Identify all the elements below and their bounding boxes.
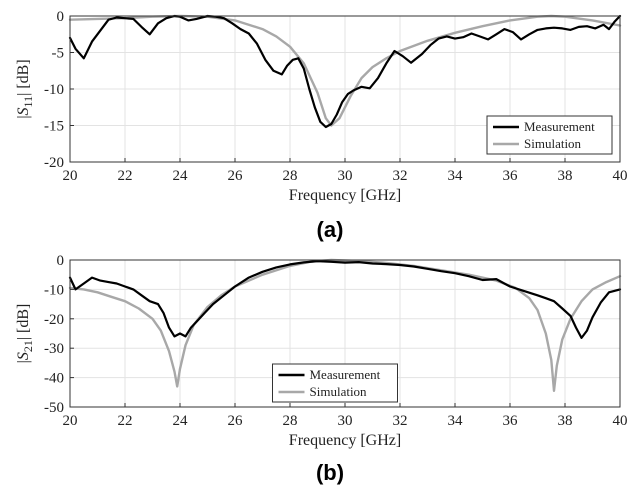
panel-a-x-tick-label: 30 [338,168,353,184]
panel-a-x-tick-label: 36 [503,168,519,184]
panel-b-legend-label-simulation: Simulation [310,384,368,399]
panel-a-x-tick-label: 32 [393,168,408,184]
panel-a-legend-label-measurement: Measurement [524,119,595,134]
panel-b-legend-label-measurement: Measurement [310,367,381,382]
panel-b-x-tick-label: 28 [283,413,298,429]
panel-a-y-axis-title: |S11| [dB] [15,59,35,118]
panel-a-x-tick-label: 40 [613,168,627,184]
panel-b-legend: Measurement Simulation [272,363,398,403]
panel-a-x-axis-title: Frequency [GHz] [289,187,401,204]
panel-b-y-tick-label: -20 [44,312,64,328]
panel-a-y-tick-label: -15 [44,119,64,135]
panel-a-y-tick-label: -5 [52,46,65,62]
panel-b-y-tick-label: -10 [44,282,64,298]
panel-b-x-tick-label: 30 [338,413,353,429]
panel-b-x-tick-label: 24 [173,413,189,429]
panel-b-x-tick-label: 38 [558,413,573,429]
panel-a-x-tick-label: 24 [173,168,189,184]
panel-a-x-tick-label: 20 [63,168,78,184]
panel-b-s21-chart: 20 22 24 26 28 30 32 34 36 38 40 0 -10 -20 -30 -40 -50 Fr… [15,253,627,449]
panel-b-y-tick-label: 0 [57,253,65,269]
panel-b-y-tick-label: -50 [44,400,64,416]
panel-a-y-tick-label: 0 [57,9,65,25]
panel-b-x-tick-label: 22 [118,413,133,429]
panel-a-y-tick-label: -20 [44,155,64,171]
panel-a-legend-label-simulation: Simulation [524,136,582,151]
panel-b-legend-box [272,363,398,403]
panel-a-x-tick-label: 38 [558,168,573,184]
panel-b-x-tick-label: 26 [228,413,244,429]
panel-a-x-tick-label: 34 [448,168,464,184]
panel-b-x-tick-label: 40 [613,413,627,429]
panel-a-y-tick-label: -10 [44,82,64,98]
panel-a-x-tick-label: 26 [228,168,244,184]
panel-label-a: (a) [317,217,344,242]
panel-a-x-tick-label: 22 [118,168,133,184]
panel-a-legend: Measurement Simulation [486,115,613,155]
panel-b-y-tick-label: -30 [44,341,64,357]
panel-a-s11-chart: 20 22 24 26 28 30 32 34 36 38 40 0 -5 -10 -15 -20 Freque… [15,9,627,204]
panel-b-x-tick-label: 36 [503,413,519,429]
panel-b-x-axis-title: Frequency [GHz] [289,432,401,449]
panel-label-b: (b) [316,460,344,485]
panel-b-series-measurement [68,260,622,339]
panel-b-y-tick-label: -40 [44,371,64,387]
panel-b-x-tick-label: 34 [448,413,464,429]
panel-b-x-tick-label: 20 [63,413,78,429]
panel-b-x-tick-label: 32 [393,413,408,429]
panel-a-series-measurement [68,14,622,129]
panel-b-y-axis-title: |S21| [dB] [15,304,35,364]
panel-a-x-tick-label: 28 [283,168,298,184]
panel-a-legend-box [486,115,613,155]
